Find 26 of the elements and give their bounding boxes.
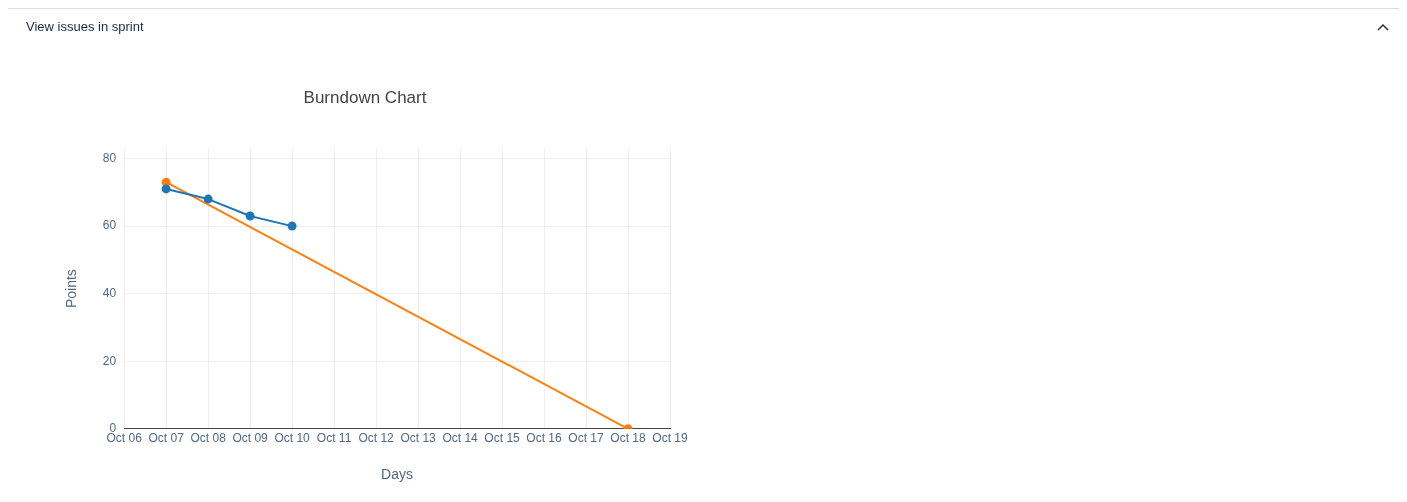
x-tick-label: Oct 06 [106, 431, 143, 446]
text: View issues in sprint [26, 19, 144, 34]
point [161, 184, 171, 194]
point [203, 194, 213, 204]
x-tick-label: Oct 18 [610, 431, 647, 446]
x-tick-label: Oct 08 [190, 431, 227, 446]
y-tick-label: 60 [102, 218, 117, 233]
x-tick-label: Oct 15 [484, 431, 521, 446]
y-axis-title: Points [63, 269, 80, 309]
x-tick-label: Oct 10 [274, 431, 311, 446]
y-tick-label: 40 [102, 285, 117, 300]
x-axis-title: Days [381, 466, 414, 483]
x-tick-label: Oct 07 [148, 431, 185, 446]
chart-title: Burndown Chart [303, 87, 427, 107]
x-tick-label: Oct 13 [400, 431, 437, 446]
y-tick-label: 80 [102, 150, 117, 165]
x-tick-label: Oct 14 [442, 431, 479, 446]
x-tick-label: Oct 11 [316, 431, 352, 446]
x-tick-label: Oct 19 [652, 431, 688, 446]
point [245, 211, 255, 221]
point [287, 221, 297, 231]
x-tick-label: Oct 17 [568, 431, 605, 446]
x-tick-label: Oct 09 [232, 431, 269, 446]
x-tick-label: Oct 16 [526, 431, 563, 446]
x-tick-label: Oct 12 [358, 431, 395, 446]
y-tick-label: 20 [102, 353, 117, 368]
